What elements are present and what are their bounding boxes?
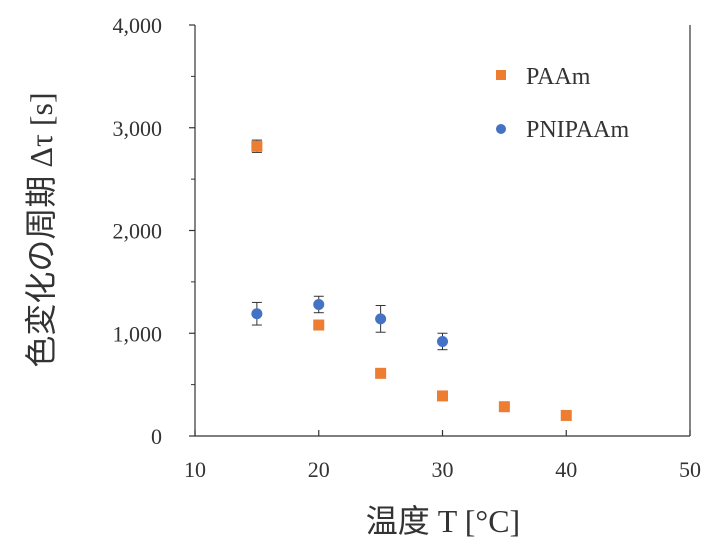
- data-marks: [251, 139, 572, 421]
- data-point-paam: [375, 367, 387, 379]
- y-axis-title: 色変化の周期 Δτ [s]: [23, 92, 59, 367]
- data-point-pnipaam: [313, 298, 325, 310]
- legend-marker-paam: [496, 70, 506, 80]
- x-tick-label: 30: [432, 457, 454, 482]
- axes: [194, 25, 691, 437]
- data-point-pnipaam: [375, 313, 387, 325]
- y-tick-label: 0: [151, 424, 162, 449]
- data-point-paam: [251, 140, 263, 152]
- legend-marker-pnipaam: [496, 124, 506, 134]
- x-tick-labels: 10 20 30 40 50: [184, 457, 701, 482]
- legend: PAAm PNIPAAm: [496, 64, 629, 143]
- y-tick-label: 3,000: [113, 116, 163, 141]
- data-point-paam: [437, 390, 448, 402]
- x-tick-label: 10: [184, 457, 206, 482]
- y-tick-label: 2,000: [113, 219, 163, 244]
- ticks: [189, 24, 691, 437]
- data-point-paam: [313, 319, 325, 331]
- y-tick-label: 4,000: [113, 13, 163, 38]
- y-tick-label: 1,000: [113, 321, 163, 346]
- x-tick-label: 40: [555, 457, 577, 482]
- legend-label-paam: PAAm: [526, 64, 591, 90]
- data-point-pnipaam: [437, 335, 448, 347]
- x-axis-title: 温度 T [°C]: [366, 503, 520, 539]
- data-point-paam: [560, 409, 572, 421]
- y-tick-labels: 0 1,000 2,000 3,000 4,000: [113, 13, 163, 449]
- legend-label-pnipaam: PNIPAAm: [526, 117, 629, 143]
- data-point-paam: [498, 401, 510, 413]
- data-point-pnipaam: [251, 308, 263, 320]
- x-tick-label: 20: [308, 457, 330, 482]
- x-tick-label: 50: [679, 457, 701, 482]
